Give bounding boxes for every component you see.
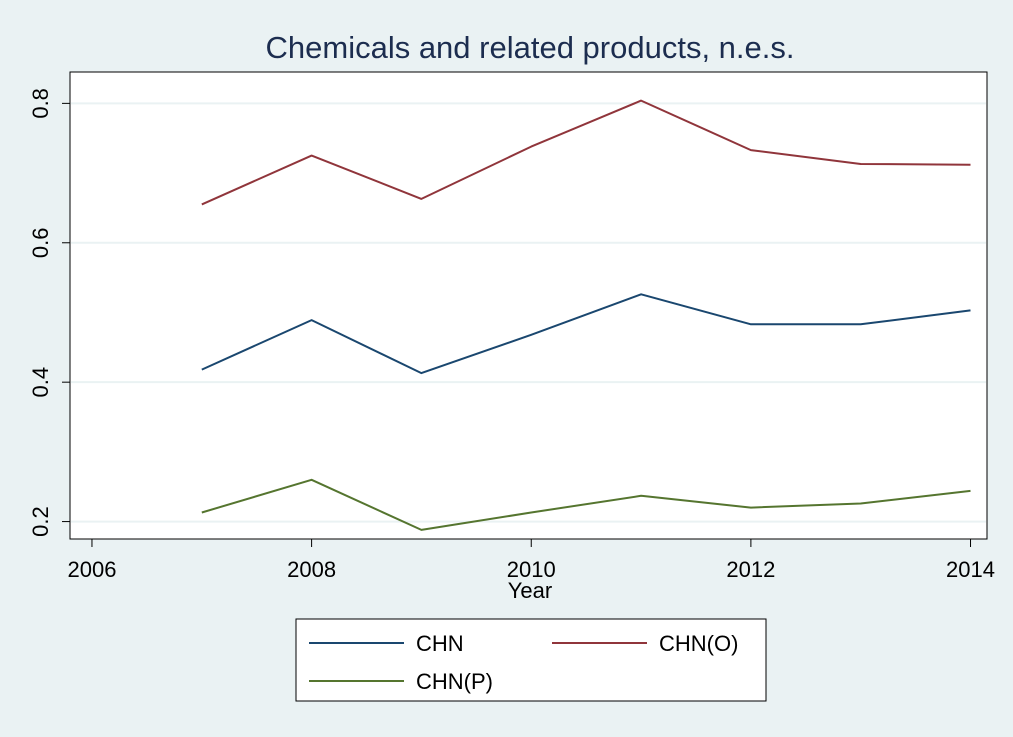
y-axis: 0.2 0.4 0.6 0.8 — [28, 88, 70, 537]
x-tick-label: 2010 — [507, 557, 556, 582]
x-axis: 2006 2008 2010 2012 2014 — [67, 538, 995, 582]
x-tick-label: 2008 — [287, 557, 336, 582]
y-tick-label: 0.2 — [28, 506, 53, 537]
series-line-chn — [201, 293, 971, 375]
legend-label: CHN — [416, 631, 464, 656]
y-tick-label: 0.8 — [28, 88, 53, 119]
legend-label: CHN(P) — [416, 669, 493, 694]
x-tick-label: 2006 — [67, 557, 116, 582]
y-tick-label: 0.6 — [28, 227, 53, 258]
y-tick-label: 0.4 — [28, 367, 53, 398]
legend: CHN CHN(O) CHN(P) — [295, 618, 767, 702]
x-axis-title: Year — [508, 578, 552, 603]
series-line-chn-p — [201, 478, 971, 531]
series-line-chn-o — [201, 99, 971, 206]
plot-area — [69, 71, 988, 540]
legend-box — [295, 618, 767, 702]
legend-label: CHN(O) — [659, 631, 738, 656]
gridlines — [71, 102, 986, 523]
x-tick-label: 2012 — [726, 557, 775, 582]
series-lines — [201, 99, 971, 531]
x-tick-label: 2014 — [946, 557, 995, 582]
chart-title: Chemicals and related products, n.e.s. — [266, 30, 795, 65]
